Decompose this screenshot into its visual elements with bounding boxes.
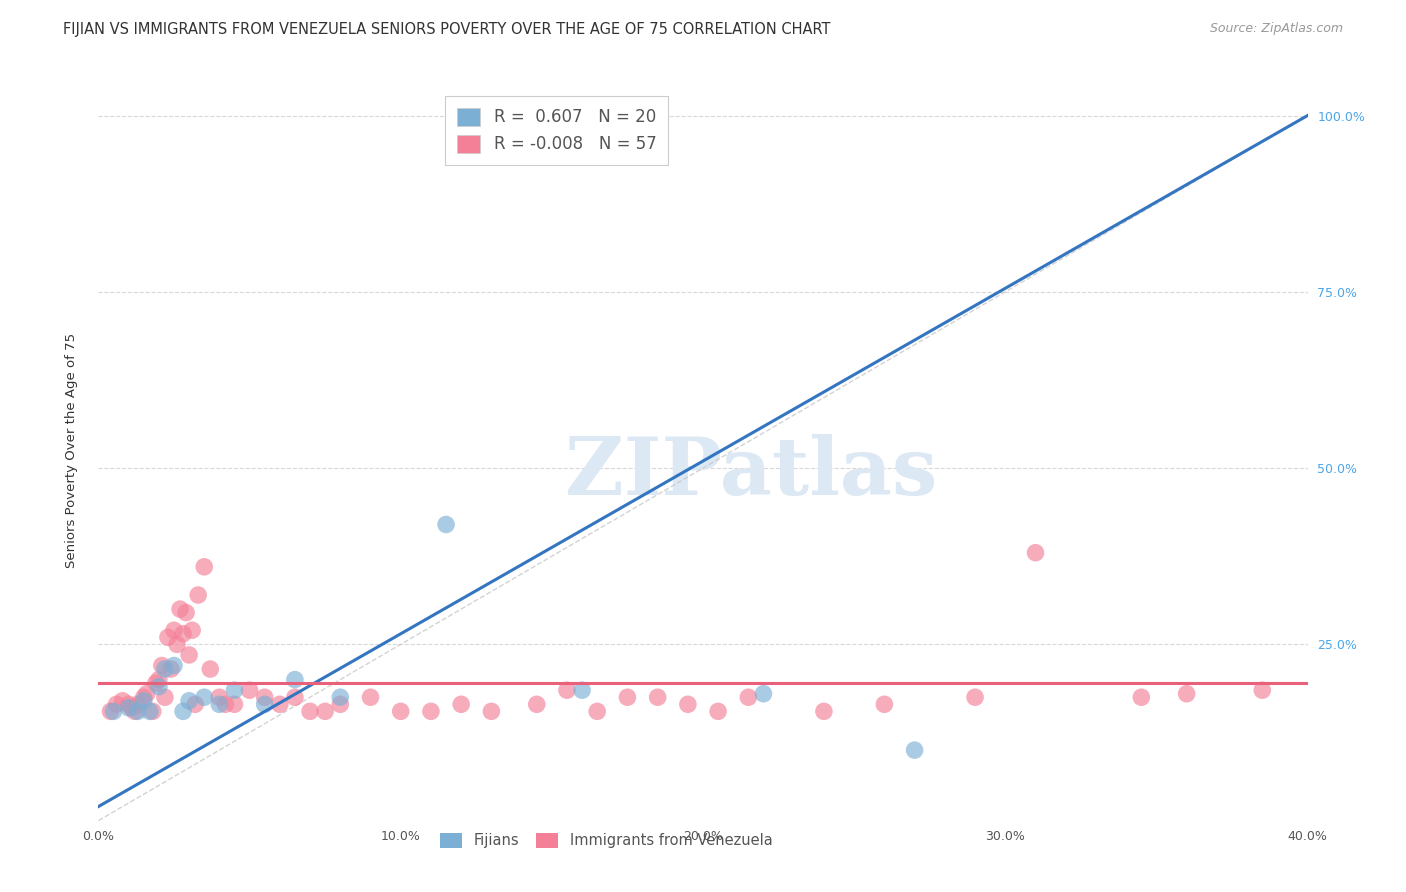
Point xyxy=(299,704,322,718)
Point xyxy=(148,680,170,694)
Point xyxy=(214,698,236,712)
Point xyxy=(153,690,176,705)
Point xyxy=(127,698,149,712)
Text: ZIPatlas: ZIPatlas xyxy=(565,434,938,512)
Point xyxy=(169,602,191,616)
Point xyxy=(904,743,927,757)
Point xyxy=(124,704,146,718)
Point xyxy=(737,690,759,705)
Point xyxy=(616,690,638,705)
Point xyxy=(253,698,276,712)
Point xyxy=(163,624,186,638)
Point xyxy=(150,658,173,673)
Point xyxy=(148,673,170,687)
Point xyxy=(873,698,896,712)
Point xyxy=(284,690,307,705)
Point xyxy=(135,687,157,701)
Point xyxy=(200,662,222,676)
Point xyxy=(571,683,593,698)
Point xyxy=(111,694,134,708)
Point xyxy=(239,683,262,698)
Point xyxy=(224,698,246,712)
Point xyxy=(314,704,336,718)
Point xyxy=(526,698,548,712)
Point xyxy=(163,658,186,673)
Point xyxy=(139,704,162,718)
Point xyxy=(676,698,699,712)
Point xyxy=(481,704,503,718)
Point xyxy=(172,704,194,718)
Y-axis label: Seniors Poverty Over the Age of 75: Seniors Poverty Over the Age of 75 xyxy=(65,333,77,568)
Point xyxy=(142,704,165,718)
Point xyxy=(187,588,209,602)
Point xyxy=(118,698,141,712)
Point xyxy=(965,690,987,705)
Point xyxy=(1024,546,1046,560)
Point xyxy=(193,690,215,705)
Point xyxy=(647,690,669,705)
Text: Source: ZipAtlas.com: Source: ZipAtlas.com xyxy=(1209,22,1343,36)
Point xyxy=(420,704,443,718)
Point xyxy=(100,704,122,718)
Point xyxy=(253,690,276,705)
Point xyxy=(105,698,128,712)
Point xyxy=(174,606,197,620)
Point xyxy=(1251,683,1274,698)
Point xyxy=(156,630,179,644)
Point xyxy=(181,624,204,638)
Point xyxy=(127,704,149,718)
Point xyxy=(153,662,176,676)
Point xyxy=(172,627,194,641)
Point xyxy=(752,687,775,701)
Point xyxy=(284,673,307,687)
Point xyxy=(224,683,246,698)
Point xyxy=(329,690,352,705)
Point xyxy=(160,662,183,676)
Point xyxy=(193,559,215,574)
Point xyxy=(389,704,412,718)
Point xyxy=(179,694,201,708)
Point xyxy=(103,704,125,718)
Legend: Fijians, Immigrants from Venezuela: Fijians, Immigrants from Venezuela xyxy=(434,827,779,854)
Point xyxy=(586,704,609,718)
Point xyxy=(166,637,188,651)
Point xyxy=(208,698,231,712)
Point xyxy=(118,701,141,715)
Point xyxy=(450,698,472,712)
Point xyxy=(813,704,835,718)
Point xyxy=(132,690,155,705)
Point xyxy=(555,683,578,698)
Point xyxy=(360,690,382,705)
Text: FIJIAN VS IMMIGRANTS FROM VENEZUELA SENIORS POVERTY OVER THE AGE OF 75 CORRELATI: FIJIAN VS IMMIGRANTS FROM VENEZUELA SENI… xyxy=(63,22,831,37)
Point xyxy=(1130,690,1153,705)
Point xyxy=(1175,687,1198,701)
Point xyxy=(145,676,167,690)
Point xyxy=(434,517,457,532)
Point xyxy=(121,701,143,715)
Point xyxy=(179,648,201,662)
Point xyxy=(208,690,231,705)
Point xyxy=(132,694,155,708)
Point xyxy=(269,698,291,712)
Point xyxy=(707,704,730,718)
Point xyxy=(184,698,207,712)
Point xyxy=(329,698,352,712)
